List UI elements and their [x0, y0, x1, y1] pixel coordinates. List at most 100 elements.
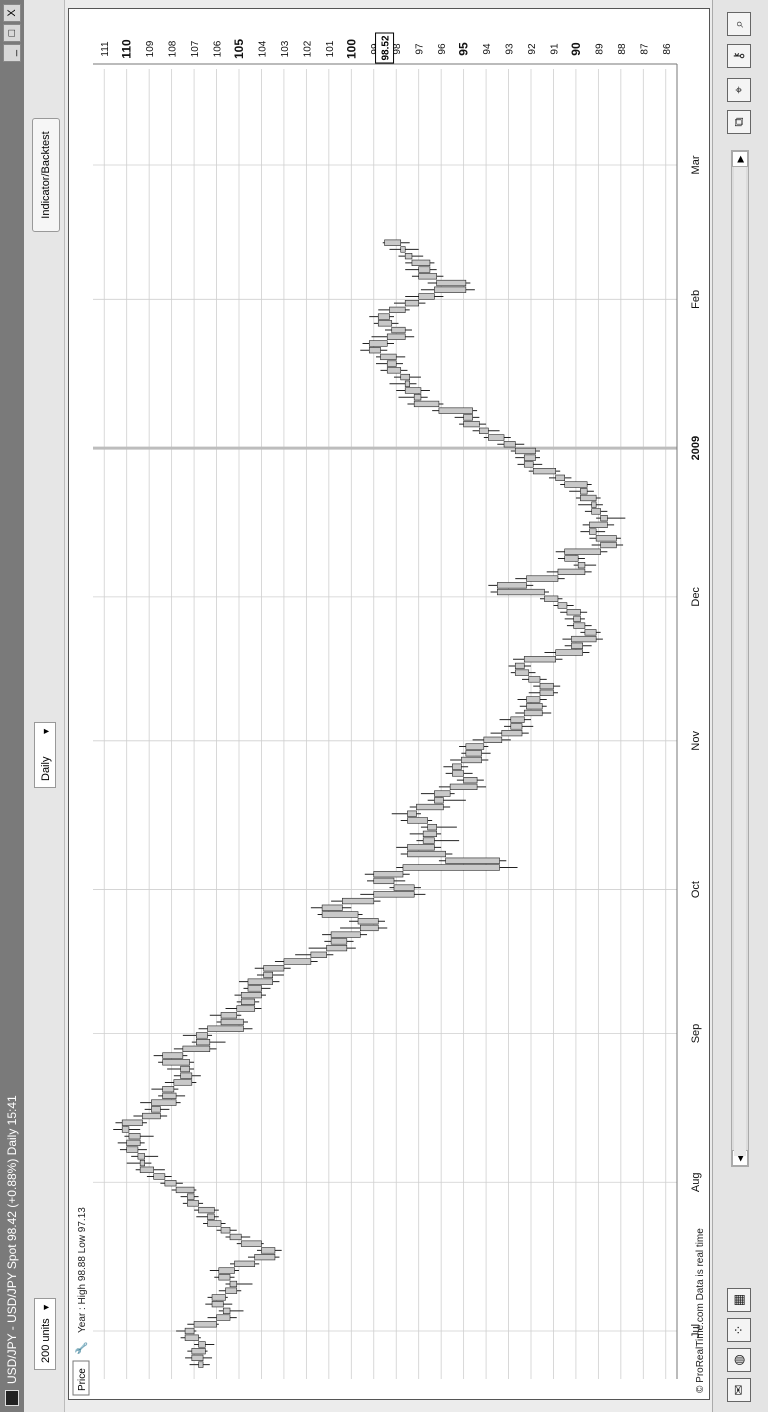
ohlc-bar-body	[360, 925, 378, 931]
ohlc-bar-body	[565, 556, 578, 562]
ohlc-bar-body	[502, 730, 522, 736]
ohlc-bar-body	[241, 992, 261, 998]
y-tick-label: 92	[527, 43, 538, 55]
ohlc-bar-body	[524, 462, 533, 468]
ohlc-bar-body	[230, 1234, 241, 1240]
ohlc-bar-body	[187, 1194, 194, 1200]
ohlc-bar-body	[511, 724, 522, 730]
ohlc-bar-body	[140, 1167, 153, 1173]
ohlc-bar-body	[192, 1348, 205, 1354]
ohlc-bar-body	[439, 408, 473, 414]
x-tick-label: 2009	[690, 436, 702, 460]
y-tick-label: 103	[280, 40, 291, 57]
close-button[interactable]: X	[3, 4, 21, 22]
ohlc-bar-body	[369, 347, 380, 353]
ohlc-bar-body	[185, 1328, 194, 1334]
wrench-icon[interactable]: 🔧	[74, 1341, 88, 1355]
ohlc-bar-body	[208, 1214, 215, 1220]
ohlc-bar-body	[129, 1133, 140, 1139]
data-credit: © ProRealTime.com Data is real time	[695, 1228, 706, 1393]
globe-icon[interactable]: ◍	[727, 1348, 751, 1372]
ohlc-bar-body	[527, 576, 558, 582]
ohlc-bar-body	[511, 717, 524, 723]
y-tick-label: 105	[232, 39, 246, 59]
units-select[interactable]: 200 units ▼	[34, 1298, 56, 1370]
ohlc-bar-body	[497, 583, 526, 589]
ohlc-bar-body	[592, 502, 596, 508]
chart-panel[interactable]: Jul Aug Sep Oct Nov Dec 2009 Feb Mar 111 110 109 10…	[68, 8, 710, 1400]
indicator-backtest-button[interactable]: Indicator/Backtest	[32, 118, 60, 232]
ohlc-bar-body	[601, 542, 617, 548]
y-tick-label: 108	[168, 40, 179, 57]
scroll-thumb[interactable]	[734, 161, 746, 1156]
key-icon[interactable]: ⚷	[727, 44, 751, 68]
ohlc-bar-body	[540, 690, 553, 696]
ohlc-bar-body	[394, 885, 414, 891]
ohlc-bar-body	[401, 247, 405, 253]
ohlc-bar-body	[466, 750, 482, 756]
ohlc-bar-body	[387, 334, 405, 340]
x-axis: Jul Aug Sep Oct Nov Dec 2009 Feb Mar	[677, 64, 702, 1379]
zoom-icon[interactable]: ⧉	[727, 110, 751, 134]
ohlc-bar-body	[405, 300, 418, 306]
title-bar: USD/JPY - USD/JPY Spot 98.42 (+0.88%) Da…	[0, 0, 24, 1412]
y-tick-label: 101	[325, 40, 336, 57]
grid-icon[interactable]: ▦	[727, 1288, 751, 1312]
price-chart[interactable]: Jul Aug Sep Oct Nov Dec 2009 Feb Mar 111 110 109 10…	[69, 9, 709, 1399]
ohlc-bar-body	[592, 509, 601, 515]
ohlc-bar-body	[450, 784, 477, 790]
ohlc-bar-body	[165, 1180, 176, 1186]
ohlc-bar-body	[497, 589, 544, 595]
x-tick-label: Aug	[690, 1172, 702, 1192]
ohlc-bar-body	[419, 294, 435, 300]
ohlc-bar-body	[464, 421, 480, 427]
ohlc-bar-body	[378, 321, 391, 327]
ohlc-bar-body	[558, 603, 567, 609]
ohlc-bar-body	[571, 636, 596, 642]
magnifier-icon[interactable]: ⌕	[727, 12, 751, 36]
maximize-button[interactable]: □	[3, 24, 21, 42]
dots-icon[interactable]: ⁘	[727, 1318, 751, 1342]
ohlc-bar-body	[529, 677, 540, 683]
ohlc-bar-body	[151, 1100, 176, 1106]
ohlc-bar-body	[181, 1073, 192, 1079]
ohlc-bar-body	[524, 455, 535, 461]
scroll-right-icon[interactable]: ▶	[732, 151, 748, 167]
ohlc-bar-body	[589, 529, 596, 535]
ohlc-bar-body	[405, 388, 421, 394]
y-tick-label: 91	[549, 43, 560, 55]
ohlc-bar-body	[217, 1315, 230, 1321]
y-tick-label: 109	[145, 40, 156, 57]
ohlc-bar-body	[434, 797, 443, 803]
ohlc-bar-body	[565, 549, 601, 555]
ohlc-bar-body	[407, 818, 427, 824]
ohlc-bar-body	[423, 831, 436, 837]
chevron-down-icon: ▼	[35, 727, 57, 736]
ohlc-bar-body	[374, 892, 414, 898]
ohlc-bar-body	[585, 630, 596, 636]
ohlc-bar-body	[342, 898, 373, 904]
cursor-icon[interactable]: ⌖	[727, 78, 751, 102]
ohlc-bar-body	[385, 240, 401, 246]
ohlc-bar-body	[208, 1026, 244, 1032]
ohlc-bar-body	[488, 435, 504, 441]
y-tick-label: 110	[120, 39, 134, 59]
y-tick-label: 106	[213, 40, 224, 57]
chart-scrollbar[interactable]: ◀ ▶	[731, 150, 749, 1167]
ohlc-bar-body	[405, 381, 409, 387]
ohlc-bar-body	[378, 314, 389, 320]
ohlc-bar-body	[311, 952, 327, 958]
period-select[interactable]: Daily ▼	[34, 722, 56, 788]
ohlc-bar-body	[374, 871, 403, 877]
y-tick-label: 104	[257, 40, 268, 57]
ohlc-bar-body	[589, 522, 607, 528]
ohlc-bar-body	[358, 918, 378, 924]
ohlc-bar-body	[405, 253, 412, 259]
ohlc-bar-body	[196, 1039, 209, 1045]
minimize-button[interactable]: _	[3, 44, 21, 62]
ohlc-bar-body	[464, 777, 477, 783]
ohlc-bar-body	[322, 912, 358, 918]
envelope-icon[interactable]: ✉	[727, 1378, 751, 1402]
ohlc-bar-body	[524, 656, 555, 662]
